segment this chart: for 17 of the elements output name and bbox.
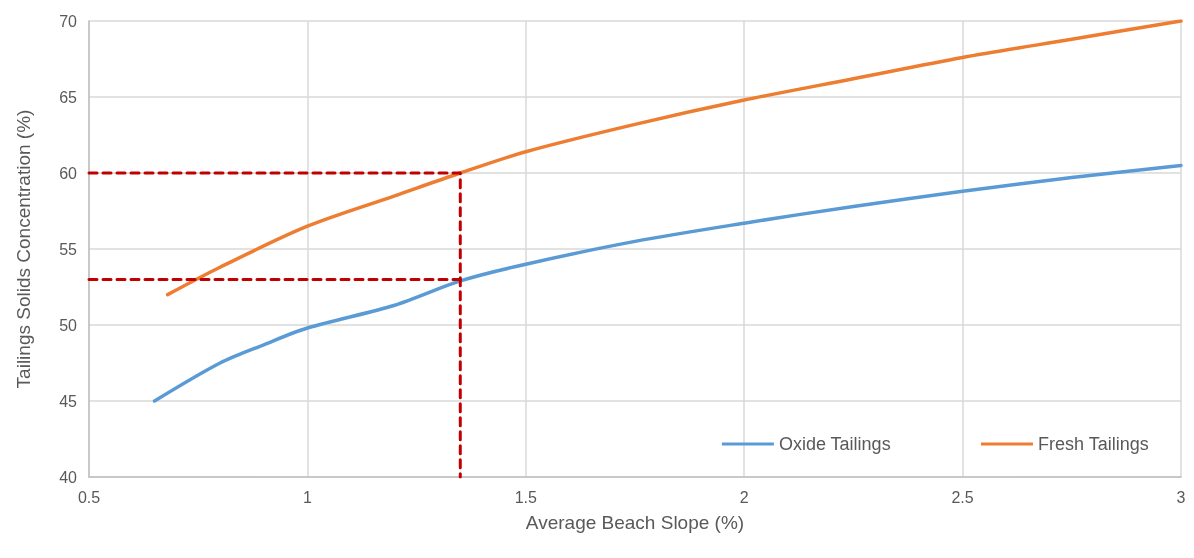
y-tick-label: 55 [59, 240, 78, 258]
x-axis-title: Average Beach Slope (%) [525, 512, 745, 533]
legend-label: Oxide Tailings [778, 434, 891, 454]
x-tick-label: 0.5 [77, 488, 101, 506]
x-tick-label: 2 [739, 488, 749, 506]
y-tick-label: 45 [59, 392, 78, 410]
x-tick-label: 2.5 [951, 488, 974, 506]
y-tick-label: 70 [59, 12, 78, 30]
y-tick-label: 50 [59, 316, 78, 334]
y-tick-label: 40 [59, 468, 78, 486]
y-tick-label: 60 [59, 164, 78, 182]
y-tick-label: 65 [59, 88, 78, 106]
x-tick-label: 1 [302, 488, 312, 506]
y-axis-title: Tailings Solids Concentration (%) [13, 109, 34, 389]
x-tick-label: 3 [1176, 488, 1186, 506]
x-tick-label: 1.5 [514, 488, 538, 506]
legend-label: Fresh Tailings [1037, 434, 1149, 454]
